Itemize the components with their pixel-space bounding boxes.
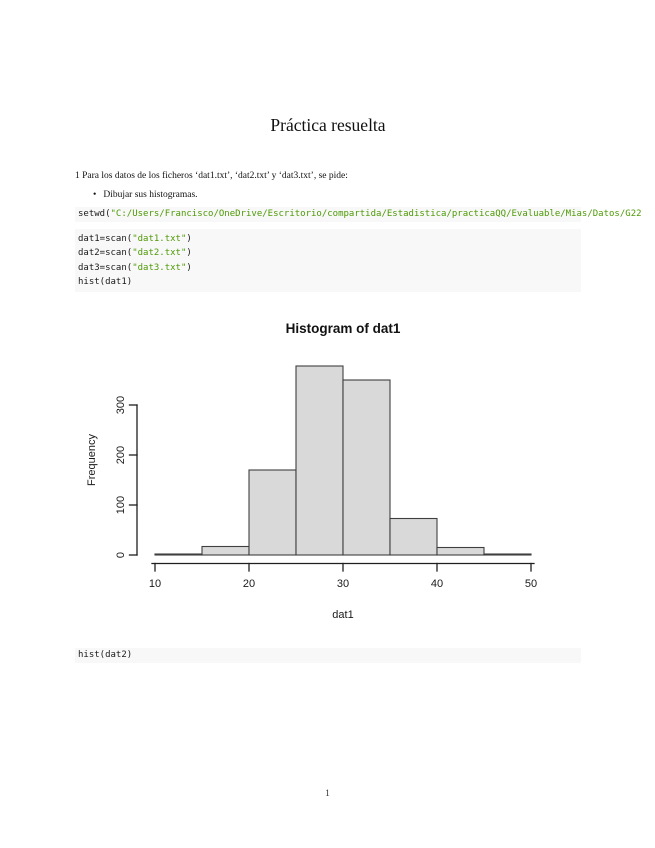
y-tick-label: 0	[115, 552, 127, 558]
code-token-string: "dat1.txt"	[132, 234, 187, 244]
code-token-plain: dat2=scan(	[78, 248, 133, 259]
y-tick-label: 200	[115, 446, 127, 464]
histogram-figure: 0 100 200 300 10 20 30 40 50 Frequency dat1 Histogr…	[75, 300, 581, 630]
x-axis-label: dat1	[332, 609, 353, 621]
code-token-plain: setwd(	[78, 209, 111, 219]
code-token-plain: )	[186, 234, 192, 244]
code-line: hist(dat2)	[78, 648, 581, 663]
histogram-bar	[295, 365, 344, 556]
bullet-item: • Dibujar sus histogramas.	[93, 190, 198, 200]
x-tick-label: 10	[149, 578, 161, 590]
histogram-bar	[154, 553, 203, 556]
histogram-bar	[201, 545, 250, 556]
bullet-text: Dibujar sus histogramas.	[103, 190, 198, 200]
code-line: setwd("C:/Users/Francisco/OneDrive/Escri…	[78, 207, 642, 222]
code-block-scan-hist: dat1=scan("dat1.txt") dat2=scan("dat2.txt…	[75, 229, 581, 292]
bullet-marker: •	[93, 190, 97, 200]
code-token-string: "dat2.txt"	[132, 248, 187, 259]
histogram-bar	[248, 469, 297, 556]
code-token-plain: dat3=scan(	[78, 262, 133, 273]
code-line: hist(dat1)	[78, 275, 581, 289]
intro-paragraph: 1 Para los datos de los ficheros ‘dat1.t…	[75, 171, 348, 181]
histogram-dat1-chart: 0 100 200 300 10 20 30 40 50 Frequency dat1 Histogr…	[86, 321, 537, 621]
code-block-setwd: setwd("C:/Users/Francisco/OneDrive/Escri…	[75, 207, 642, 222]
x-tick-label: 40	[431, 578, 443, 590]
histogram-bar	[342, 379, 391, 556]
code-line: dat3=scan("dat3.txt")	[78, 261, 581, 275]
y-tick-label: 100	[115, 496, 127, 514]
code-token-plain: dat1=scan(	[78, 234, 133, 244]
document-title: Práctica resuelta	[270, 115, 386, 135]
histogram-bar	[436, 546, 485, 556]
x-tick-label: 50	[525, 578, 537, 590]
code-token-plain: hist(dat1)	[78, 277, 133, 288]
code-token-plain: hist(dat2)	[78, 650, 133, 660]
histogram-bar	[483, 553, 532, 556]
code-line: dat2=scan("dat2.txt")	[78, 246, 581, 260]
code-token-plain: )	[186, 262, 192, 273]
code-token-string: "C:/Users/Francisco/OneDrive/Escritorio/…	[110, 209, 642, 219]
x-tick-label: 20	[243, 578, 255, 590]
code-token-plain: )	[186, 248, 192, 259]
chart-title: Histogram of dat1	[286, 321, 401, 336]
code-line: dat1=scan("dat1.txt")	[78, 232, 581, 246]
page-number: 1	[325, 789, 330, 799]
histogram-bar	[389, 517, 438, 556]
y-tick-label: 300	[115, 396, 127, 414]
code-block-hist-dat2: hist(dat2)	[75, 648, 581, 663]
code-token-string: "dat3.txt"	[132, 262, 187, 273]
y-axis-label: Frequency	[86, 434, 98, 486]
x-tick-label: 30	[337, 578, 349, 590]
